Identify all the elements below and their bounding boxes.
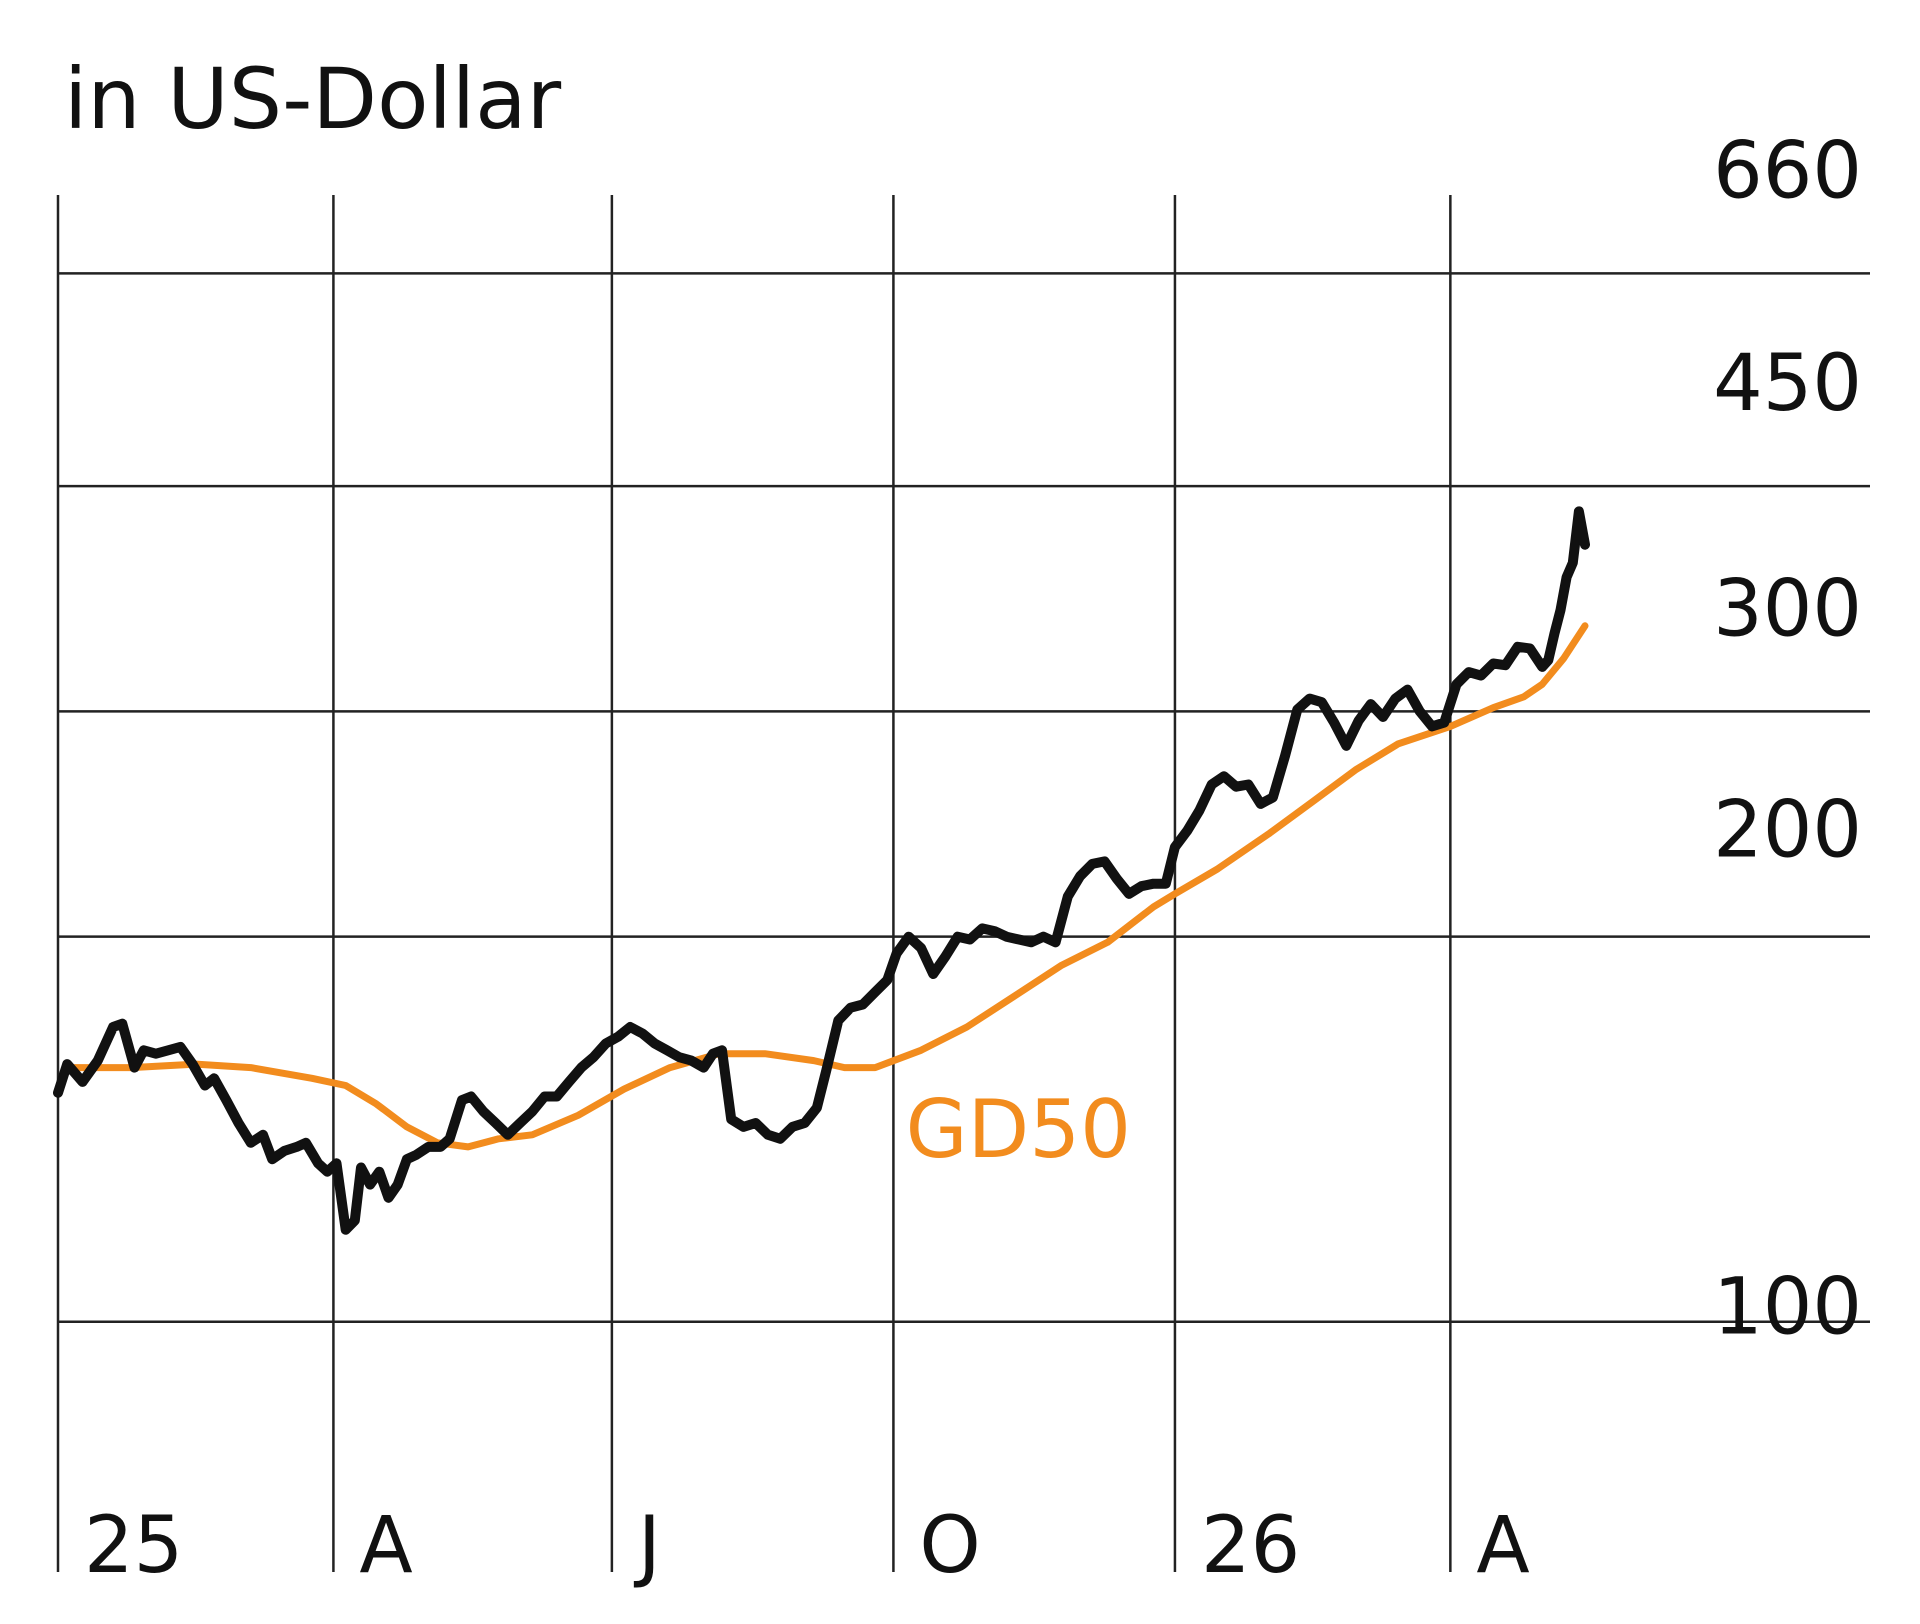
grid	[56, 195, 1870, 1572]
x-tick-label: 25	[84, 1501, 183, 1591]
price-series	[53, 506, 1590, 1235]
price-line	[53, 506, 1590, 1235]
x-tick-label: O	[919, 1501, 980, 1591]
x-tick-label: A	[359, 1501, 412, 1591]
y-tick-label: 450	[1713, 339, 1862, 429]
chart-title: in US-Dollar	[64, 50, 562, 148]
y-tick-label: 300	[1713, 564, 1862, 654]
gd50-series	[66, 622, 1589, 1151]
x-tick-label: 26	[1201, 1501, 1300, 1591]
y-tick-label: 200	[1713, 786, 1862, 876]
gd50-series-label: GD50	[906, 1083, 1131, 1176]
x-tick-label: J	[633, 1501, 661, 1591]
x-tick-label: A	[1476, 1501, 1529, 1591]
gd50-line	[66, 622, 1589, 1151]
x-axis-tick-labels: 25 A J O 26 A	[84, 1501, 1530, 1591]
y-axis-tick-labels: 100 200 300 450 660	[1713, 126, 1862, 1352]
y-tick-label: 660	[1713, 126, 1862, 216]
y-tick-label: 100	[1713, 1263, 1862, 1353]
